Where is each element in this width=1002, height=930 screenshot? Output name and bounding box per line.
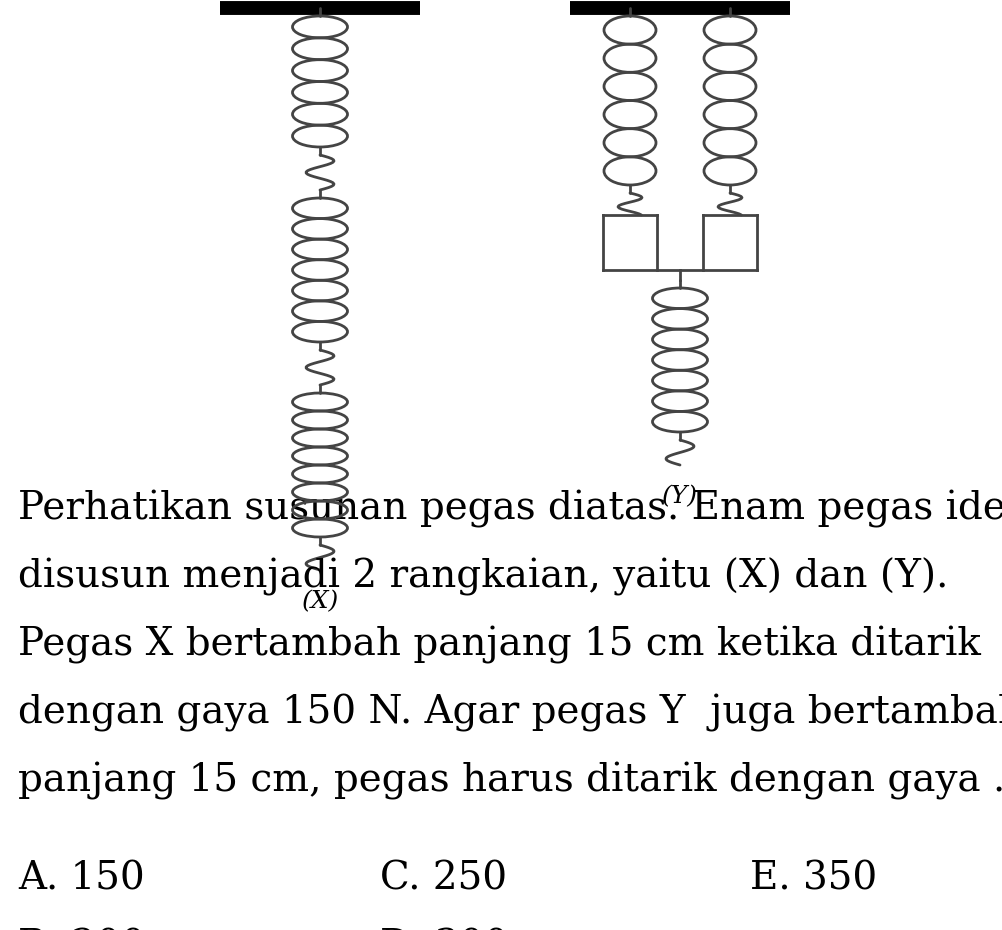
Text: Pegas X bertambah panjang 15 cm ketika ditarik: Pegas X bertambah panjang 15 cm ketika d… — [18, 626, 981, 664]
Text: E. 350: E. 350 — [750, 860, 877, 897]
Text: (Y): (Y) — [662, 485, 698, 508]
Text: C. 250: C. 250 — [380, 860, 507, 897]
Text: Perhatikan susunan pegas diatas. Enam pegas identik: Perhatikan susunan pegas diatas. Enam pe… — [18, 490, 1002, 528]
Text: panjang 15 cm, pegas harus ditarik dengan gaya ... N: panjang 15 cm, pegas harus ditarik denga… — [18, 762, 1002, 800]
Text: D. 300: D. 300 — [380, 928, 509, 930]
Text: A. 150: A. 150 — [18, 860, 144, 897]
Text: dengan gaya 150 N. Agar pegas Y  juga bertambah: dengan gaya 150 N. Agar pegas Y juga ber… — [18, 694, 1002, 732]
Text: disusun menjadi 2 rangkaian, yaitu (X) dan (Y).: disusun menjadi 2 rangkaian, yaitu (X) d… — [18, 558, 948, 596]
Text: (X): (X) — [302, 590, 339, 613]
Text: B. 200: B. 200 — [18, 928, 145, 930]
